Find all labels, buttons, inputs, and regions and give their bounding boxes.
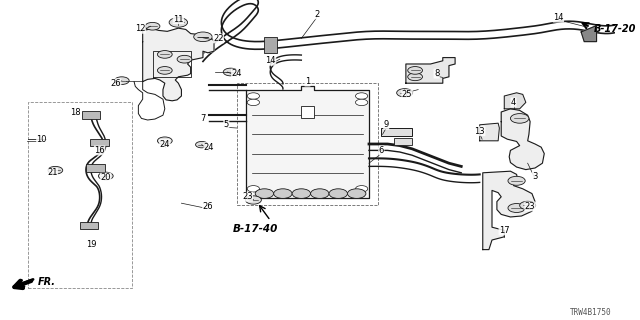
Bar xyxy=(80,222,99,229)
Circle shape xyxy=(194,32,212,42)
Circle shape xyxy=(247,186,260,192)
Text: 23: 23 xyxy=(525,202,536,211)
Circle shape xyxy=(247,99,260,106)
Text: 11: 11 xyxy=(173,15,184,24)
Polygon shape xyxy=(480,123,499,141)
Text: TRW4B1750: TRW4B1750 xyxy=(570,308,612,317)
Text: 12: 12 xyxy=(135,24,145,33)
Polygon shape xyxy=(246,86,369,198)
Circle shape xyxy=(255,189,274,198)
Circle shape xyxy=(508,204,525,212)
Bar xyxy=(394,138,412,145)
Bar xyxy=(381,128,412,136)
Text: 13: 13 xyxy=(474,127,485,136)
Circle shape xyxy=(177,55,192,63)
Text: 14: 14 xyxy=(266,56,276,65)
Circle shape xyxy=(511,114,529,123)
Circle shape xyxy=(169,18,188,27)
Text: FR.: FR. xyxy=(38,277,56,287)
Bar xyxy=(90,139,109,146)
Circle shape xyxy=(348,189,366,198)
Text: 6: 6 xyxy=(379,146,384,155)
Polygon shape xyxy=(581,26,596,42)
Circle shape xyxy=(157,67,172,74)
Text: 9: 9 xyxy=(383,120,389,129)
Text: 19: 19 xyxy=(86,240,96,249)
Polygon shape xyxy=(406,58,455,83)
Text: 3: 3 xyxy=(532,172,538,180)
Text: 10: 10 xyxy=(36,135,47,144)
Circle shape xyxy=(157,51,172,58)
Text: 22: 22 xyxy=(213,34,223,43)
Polygon shape xyxy=(501,109,544,170)
Circle shape xyxy=(355,93,368,99)
Circle shape xyxy=(223,68,238,76)
Text: 7: 7 xyxy=(200,114,205,123)
Bar xyxy=(264,37,276,53)
Text: 21: 21 xyxy=(47,168,58,177)
Text: 23: 23 xyxy=(242,192,253,201)
Text: 5: 5 xyxy=(224,120,229,129)
Text: 26: 26 xyxy=(202,202,213,211)
Circle shape xyxy=(115,77,129,84)
Text: 2: 2 xyxy=(314,10,319,19)
Text: 16: 16 xyxy=(94,146,105,155)
Text: 8: 8 xyxy=(434,69,439,78)
Text: 4: 4 xyxy=(511,98,516,107)
Circle shape xyxy=(292,189,310,198)
Circle shape xyxy=(145,22,160,30)
Circle shape xyxy=(520,201,536,210)
Text: 1: 1 xyxy=(305,77,310,86)
Circle shape xyxy=(48,166,63,174)
Circle shape xyxy=(329,189,348,198)
Text: 20: 20 xyxy=(100,173,111,182)
Circle shape xyxy=(247,93,260,99)
Text: 24: 24 xyxy=(159,140,170,148)
Bar xyxy=(82,111,100,119)
Text: 14: 14 xyxy=(553,13,564,22)
Bar xyxy=(301,106,314,118)
Circle shape xyxy=(157,137,172,145)
Circle shape xyxy=(408,67,422,74)
Circle shape xyxy=(196,141,208,148)
Circle shape xyxy=(355,99,368,106)
Text: 24: 24 xyxy=(232,69,242,78)
Circle shape xyxy=(274,189,292,198)
Polygon shape xyxy=(504,93,526,109)
Text: 17: 17 xyxy=(499,226,509,235)
Text: 24: 24 xyxy=(204,143,214,152)
Text: 18: 18 xyxy=(70,108,81,116)
Circle shape xyxy=(99,172,113,180)
Bar xyxy=(86,164,104,172)
Text: B-17-40: B-17-40 xyxy=(232,224,278,234)
Circle shape xyxy=(355,186,368,192)
Text: 26: 26 xyxy=(110,79,121,88)
Circle shape xyxy=(397,89,413,97)
Text: 25: 25 xyxy=(402,90,412,99)
Circle shape xyxy=(408,73,422,81)
Circle shape xyxy=(245,196,261,204)
Text: B-17-20: B-17-20 xyxy=(593,24,636,34)
Circle shape xyxy=(508,176,525,185)
Polygon shape xyxy=(143,28,214,101)
Circle shape xyxy=(310,189,329,198)
Polygon shape xyxy=(483,171,535,250)
